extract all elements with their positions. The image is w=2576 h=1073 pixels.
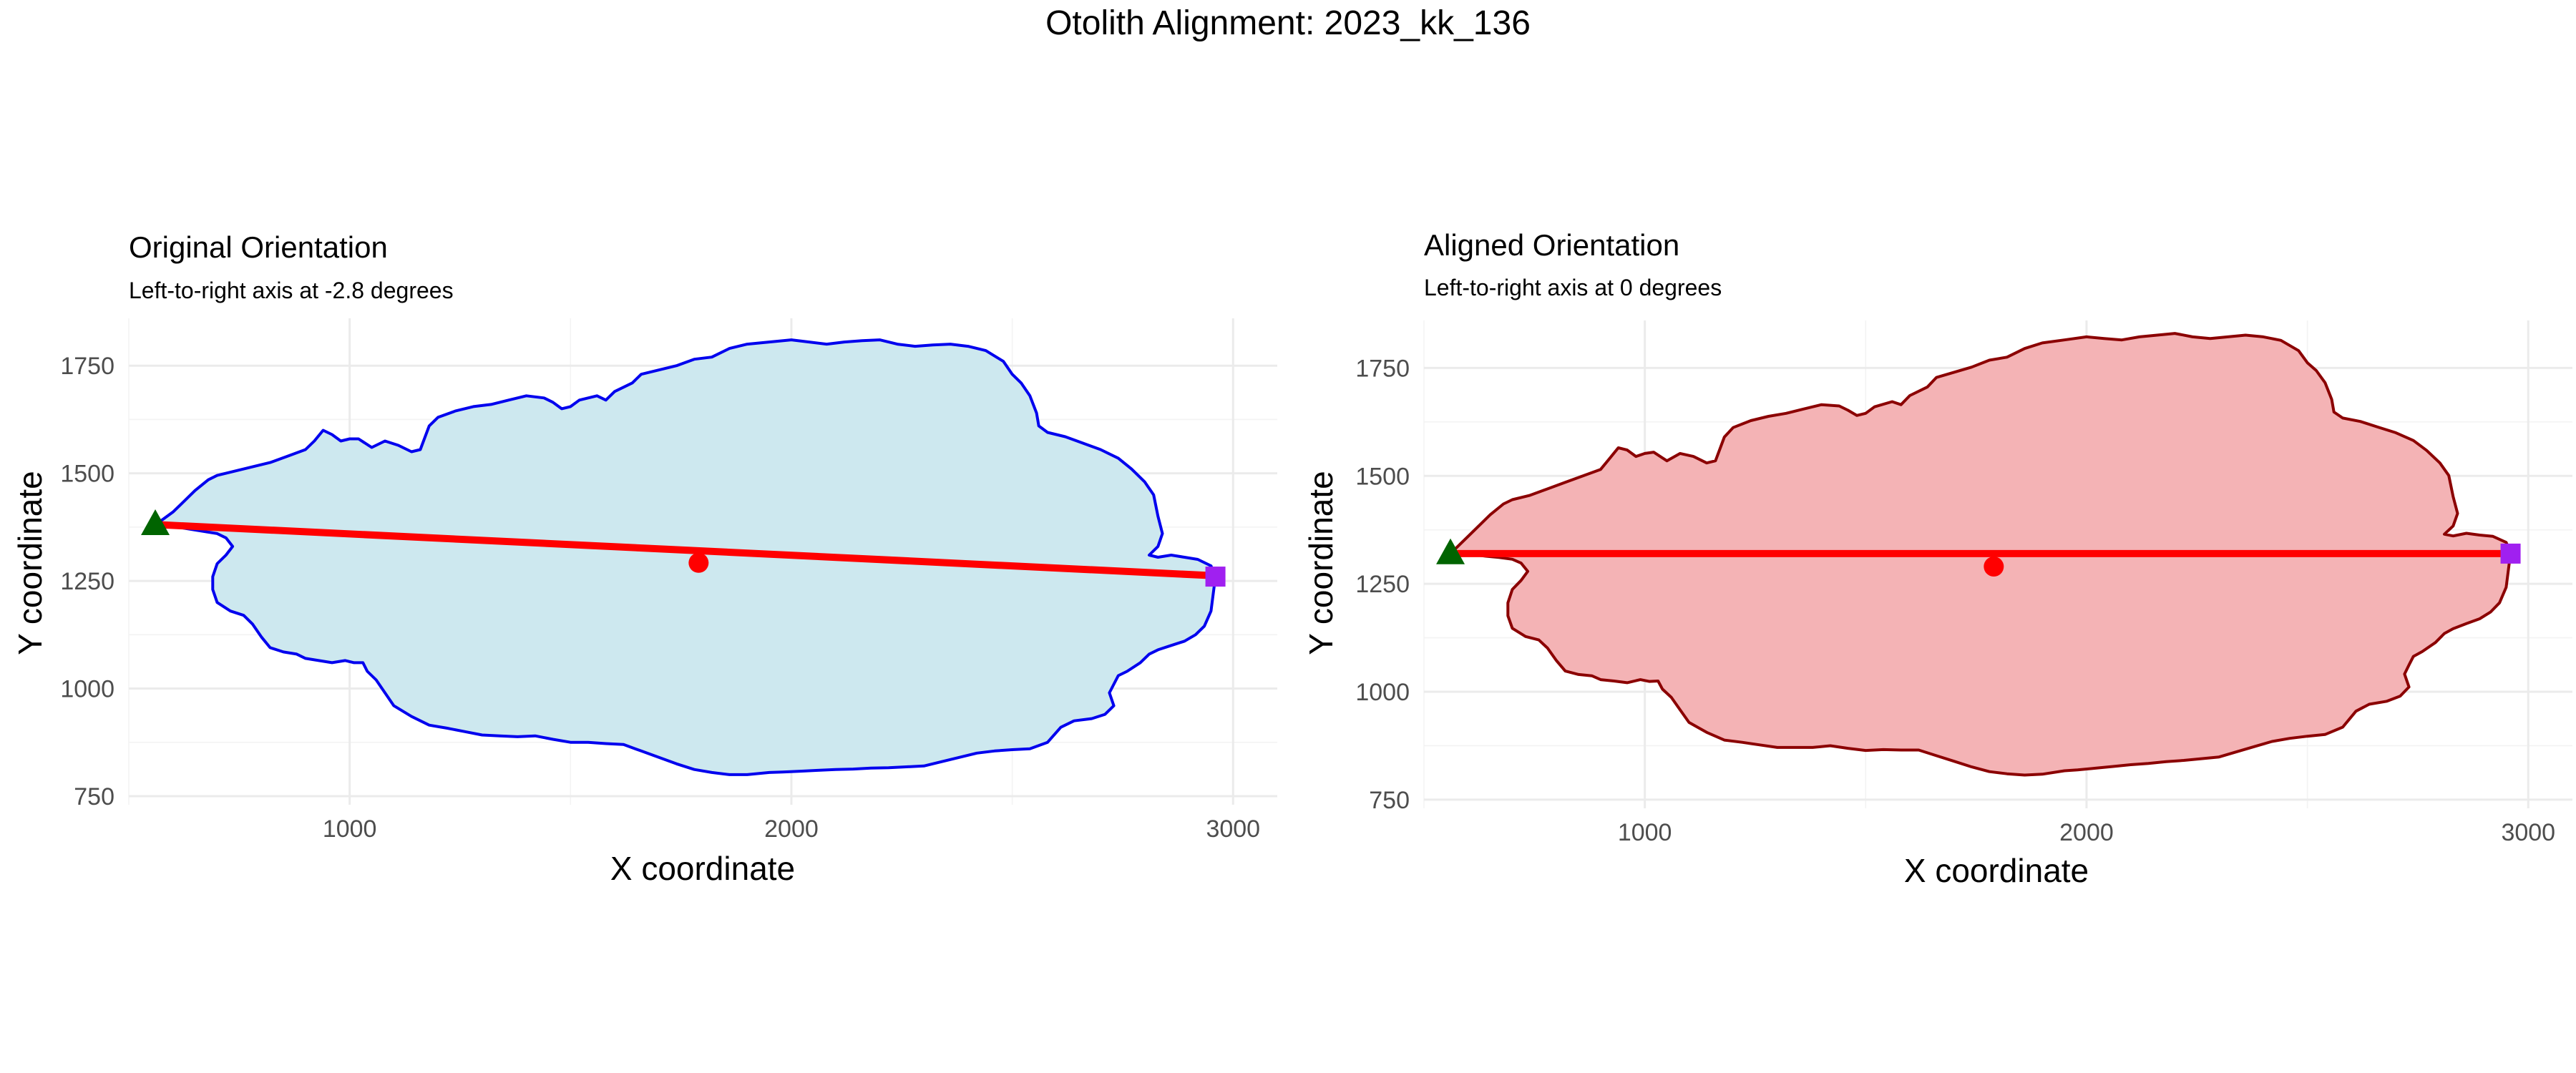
x-axis-title: X coordinate	[1904, 852, 2089, 889]
otolith-outline	[154, 338, 1217, 776]
plot-area: 1000 2000 3000 750 1000 1250 1500 1750	[60, 318, 1277, 843]
x-tick-label: 2000	[764, 815, 819, 843]
centroid-marker	[1984, 557, 2004, 577]
y-tick-label: 1000	[60, 676, 114, 703]
y-tick-label: 1250	[1355, 571, 1410, 598]
y-tick-label: 1500	[60, 461, 114, 488]
panel-title: Original Orientation	[129, 230, 388, 264]
x-tick-label: 3000	[2501, 819, 2555, 846]
y-tick-label: 1250	[60, 568, 114, 595]
y-tick-label: 1750	[1355, 355, 1410, 382]
y-axis-title: Y coordinate	[1302, 471, 1340, 655]
panel-subtitle: Left-to-right axis at -2.8 degrees	[129, 278, 454, 303]
x-tick-label: 2000	[2059, 819, 2114, 846]
panel-subtitle: Left-to-right axis at 0 degrees	[1424, 275, 1722, 300]
right-point-marker	[1205, 567, 1226, 587]
left-right-axis-line	[155, 521, 1216, 579]
panel-aligned-orientation: Aligned Orientation Left-to-right axis a…	[1302, 228, 2572, 889]
left-point-marker	[1436, 538, 1465, 564]
plot-area: 1000 2000 3000 750 1000 1250 1500 1750	[1355, 320, 2572, 846]
y-axis-title: Y coordinate	[11, 471, 49, 655]
right-point-marker	[2500, 543, 2521, 564]
panel-title: Aligned Orientation	[1424, 228, 1679, 262]
y-tick-label: 1500	[1355, 463, 1410, 490]
y-tick-label: 750	[74, 783, 114, 810]
panel-original-orientation: Original Orientation Left-to-right axis …	[11, 230, 1277, 887]
x-tick-label: 3000	[1206, 815, 1260, 843]
y-tick-label: 750	[1369, 787, 1410, 814]
left-point-marker	[141, 509, 170, 536]
y-tick-label: 1750	[60, 353, 114, 380]
x-tick-label: 1000	[323, 815, 377, 843]
y-tick-label: 1000	[1355, 679, 1410, 706]
x-axis-title: X coordinate	[610, 850, 795, 887]
x-tick-label: 1000	[1618, 819, 1672, 846]
figure-title: Otolith Alignment: 2023_kk_136	[1045, 4, 1531, 42]
centroid-marker	[688, 552, 709, 573]
